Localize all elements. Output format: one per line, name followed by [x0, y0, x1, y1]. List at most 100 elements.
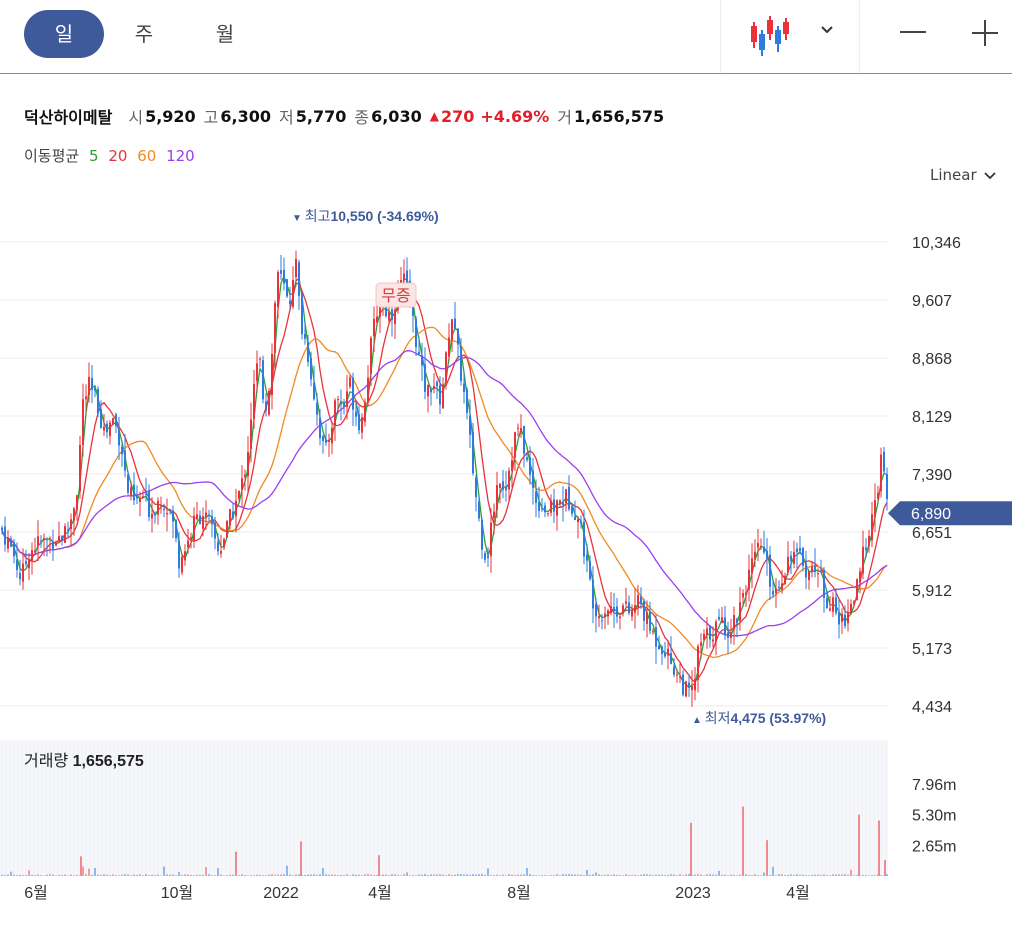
candle-body [634, 605, 636, 613]
volume-bar [175, 875, 177, 876]
volume-bar [847, 874, 849, 876]
minus-icon[interactable] [892, 16, 934, 50]
volume-bar [409, 875, 411, 876]
candle-body [607, 610, 609, 617]
candle-body [703, 633, 705, 641]
candle-body [568, 486, 570, 510]
volume-bar [592, 874, 594, 876]
candle-body [514, 432, 516, 458]
volume-bar [325, 874, 327, 876]
candle-body [535, 491, 537, 503]
volume-bar [337, 875, 339, 876]
volume-bar [334, 874, 336, 876]
candle-body [4, 526, 6, 545]
candle-body [805, 562, 807, 578]
volume-bar [214, 875, 216, 876]
candle-body [52, 541, 54, 549]
candle-body [883, 451, 885, 472]
volume-bar [625, 874, 627, 876]
candle-body [202, 516, 204, 529]
volume-bar [832, 874, 834, 876]
candle-body [553, 499, 555, 512]
candle-body [694, 679, 696, 691]
candle-body [799, 547, 801, 551]
volume-bar [31, 874, 33, 876]
candle-body [868, 535, 870, 547]
volume-bar [43, 875, 45, 876]
tab-daily[interactable]: 일 [24, 10, 104, 58]
candle-body [385, 303, 387, 317]
candle-body [730, 632, 732, 639]
volume-bar [304, 875, 306, 876]
scale-label: Linear [930, 166, 977, 184]
volume-bar [598, 874, 600, 876]
candle-body [376, 316, 378, 323]
volume-bar [712, 874, 714, 876]
candle-body [292, 280, 294, 307]
price-tick-label: 5,173 [912, 641, 952, 658]
volume-bar [115, 875, 117, 876]
volume-bar [358, 874, 360, 876]
volume-bar [844, 874, 846, 876]
candle-body [700, 642, 702, 646]
stock-info-bar: 덕산하이메탈 시 5,920 고 6,300 저 5,770 종 6,030 ▲… [24, 104, 672, 128]
candle-body [505, 486, 507, 491]
candle-body [829, 608, 831, 611]
volume-bar [190, 874, 192, 876]
candle-body [664, 652, 666, 657]
chevron-down-icon[interactable] [812, 18, 842, 42]
candle-body [352, 377, 354, 410]
candle-body [688, 682, 690, 687]
volume-bar [556, 874, 558, 876]
candle-body [262, 360, 264, 400]
candle-body [298, 262, 300, 296]
volume-bar [253, 875, 255, 876]
candle-body [163, 508, 165, 510]
candle-body [181, 556, 183, 573]
candle-body [526, 457, 528, 460]
candle-body [520, 428, 522, 432]
candle-body [595, 603, 597, 617]
volume-bar [496, 874, 498, 876]
candle-body [34, 550, 36, 553]
candle-body [346, 391, 348, 408]
candle-body [355, 411, 357, 417]
candle-body [466, 389, 468, 413]
candle-body [79, 444, 81, 492]
tab-monthly[interactable]: 월 [215, 22, 235, 46]
volume-bar [484, 874, 486, 876]
candle-body [754, 551, 756, 560]
volume-bar [874, 875, 876, 876]
candle-body [739, 602, 741, 621]
volume-bar [67, 875, 69, 876]
candlestick-chart-icon[interactable] [738, 10, 798, 60]
volume-bar [82, 866, 84, 876]
candle-body [493, 511, 495, 519]
x-tick-label: 10월 [161, 884, 194, 902]
volume-bar [652, 874, 654, 876]
candle-body [751, 558, 753, 574]
volume-bar [61, 875, 63, 876]
price-chart[interactable]: 10,346 9,607 8,868 8,129 7,390 6,651 5,912 5,17… [0, 190, 1012, 930]
candle-body [736, 618, 738, 623]
x-tick-label: 4월 [786, 884, 810, 902]
volume-bar [280, 874, 282, 876]
tab-weekly[interactable]: 주 [134, 22, 154, 46]
candle-body [721, 617, 723, 623]
candle-body [208, 515, 210, 517]
candle-body [364, 402, 366, 422]
candle-body [247, 452, 249, 477]
plus-icon[interactable] [964, 14, 1006, 52]
scale-selector[interactable]: Linear [930, 166, 997, 184]
candle-body [343, 403, 345, 407]
volume-bar [826, 875, 828, 876]
candle-body [106, 423, 108, 433]
volume-bar [124, 874, 126, 876]
candle-body [403, 273, 405, 281]
candle-body [88, 376, 90, 396]
volume-bar [568, 874, 570, 876]
candle-body [547, 512, 549, 514]
volume-bar [112, 874, 114, 876]
candle-body [13, 542, 15, 557]
volume-bar [733, 874, 735, 876]
